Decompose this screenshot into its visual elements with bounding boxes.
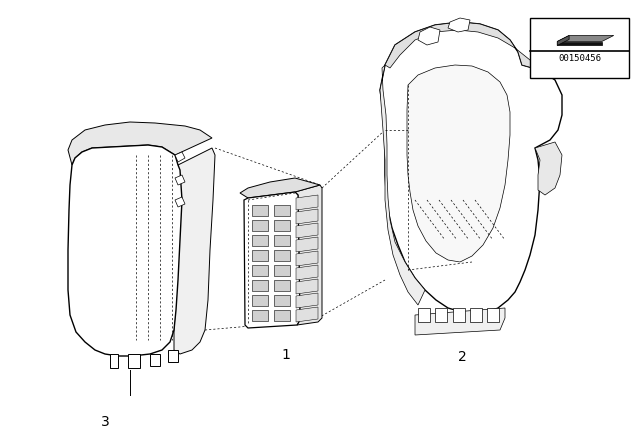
Polygon shape [274,280,290,291]
Polygon shape [448,18,470,32]
Polygon shape [244,192,300,328]
Polygon shape [252,265,268,276]
Polygon shape [252,295,268,306]
Polygon shape [380,65,425,305]
Polygon shape [174,148,215,354]
Polygon shape [175,152,185,162]
Polygon shape [557,42,602,46]
Polygon shape [296,195,318,210]
Polygon shape [407,65,510,262]
Text: 2: 2 [458,350,467,364]
Polygon shape [535,142,562,195]
Polygon shape [68,145,182,356]
Polygon shape [487,308,499,322]
Polygon shape [418,308,430,322]
Polygon shape [274,250,290,261]
Polygon shape [274,265,290,276]
Polygon shape [453,308,465,322]
Polygon shape [296,265,318,280]
Polygon shape [295,185,322,325]
Polygon shape [150,354,160,366]
Polygon shape [252,205,268,216]
Polygon shape [385,22,540,70]
Text: 3: 3 [100,415,109,429]
Text: 00150456: 00150456 [558,54,601,63]
Polygon shape [380,22,562,313]
Polygon shape [175,175,185,185]
Polygon shape [296,223,318,238]
Polygon shape [252,310,268,321]
Polygon shape [418,27,440,45]
Polygon shape [252,250,268,261]
Polygon shape [274,295,290,306]
Polygon shape [296,307,318,322]
Polygon shape [296,293,318,308]
Polygon shape [296,237,318,252]
Polygon shape [68,122,212,165]
Polygon shape [274,220,290,231]
Polygon shape [557,35,614,42]
Polygon shape [274,310,290,321]
Polygon shape [415,308,505,335]
Polygon shape [240,178,320,198]
Polygon shape [296,279,318,294]
Polygon shape [296,251,318,266]
Polygon shape [128,354,140,368]
Polygon shape [557,35,569,46]
Bar [530,18,629,78]
Polygon shape [470,308,482,322]
Polygon shape [175,197,185,207]
Polygon shape [110,354,118,368]
Polygon shape [252,220,268,231]
Text: 1: 1 [282,348,291,362]
Polygon shape [296,209,318,224]
Polygon shape [274,235,290,246]
Polygon shape [252,235,268,246]
Polygon shape [435,308,447,322]
Polygon shape [168,350,178,362]
Polygon shape [252,280,268,291]
Polygon shape [274,205,290,216]
